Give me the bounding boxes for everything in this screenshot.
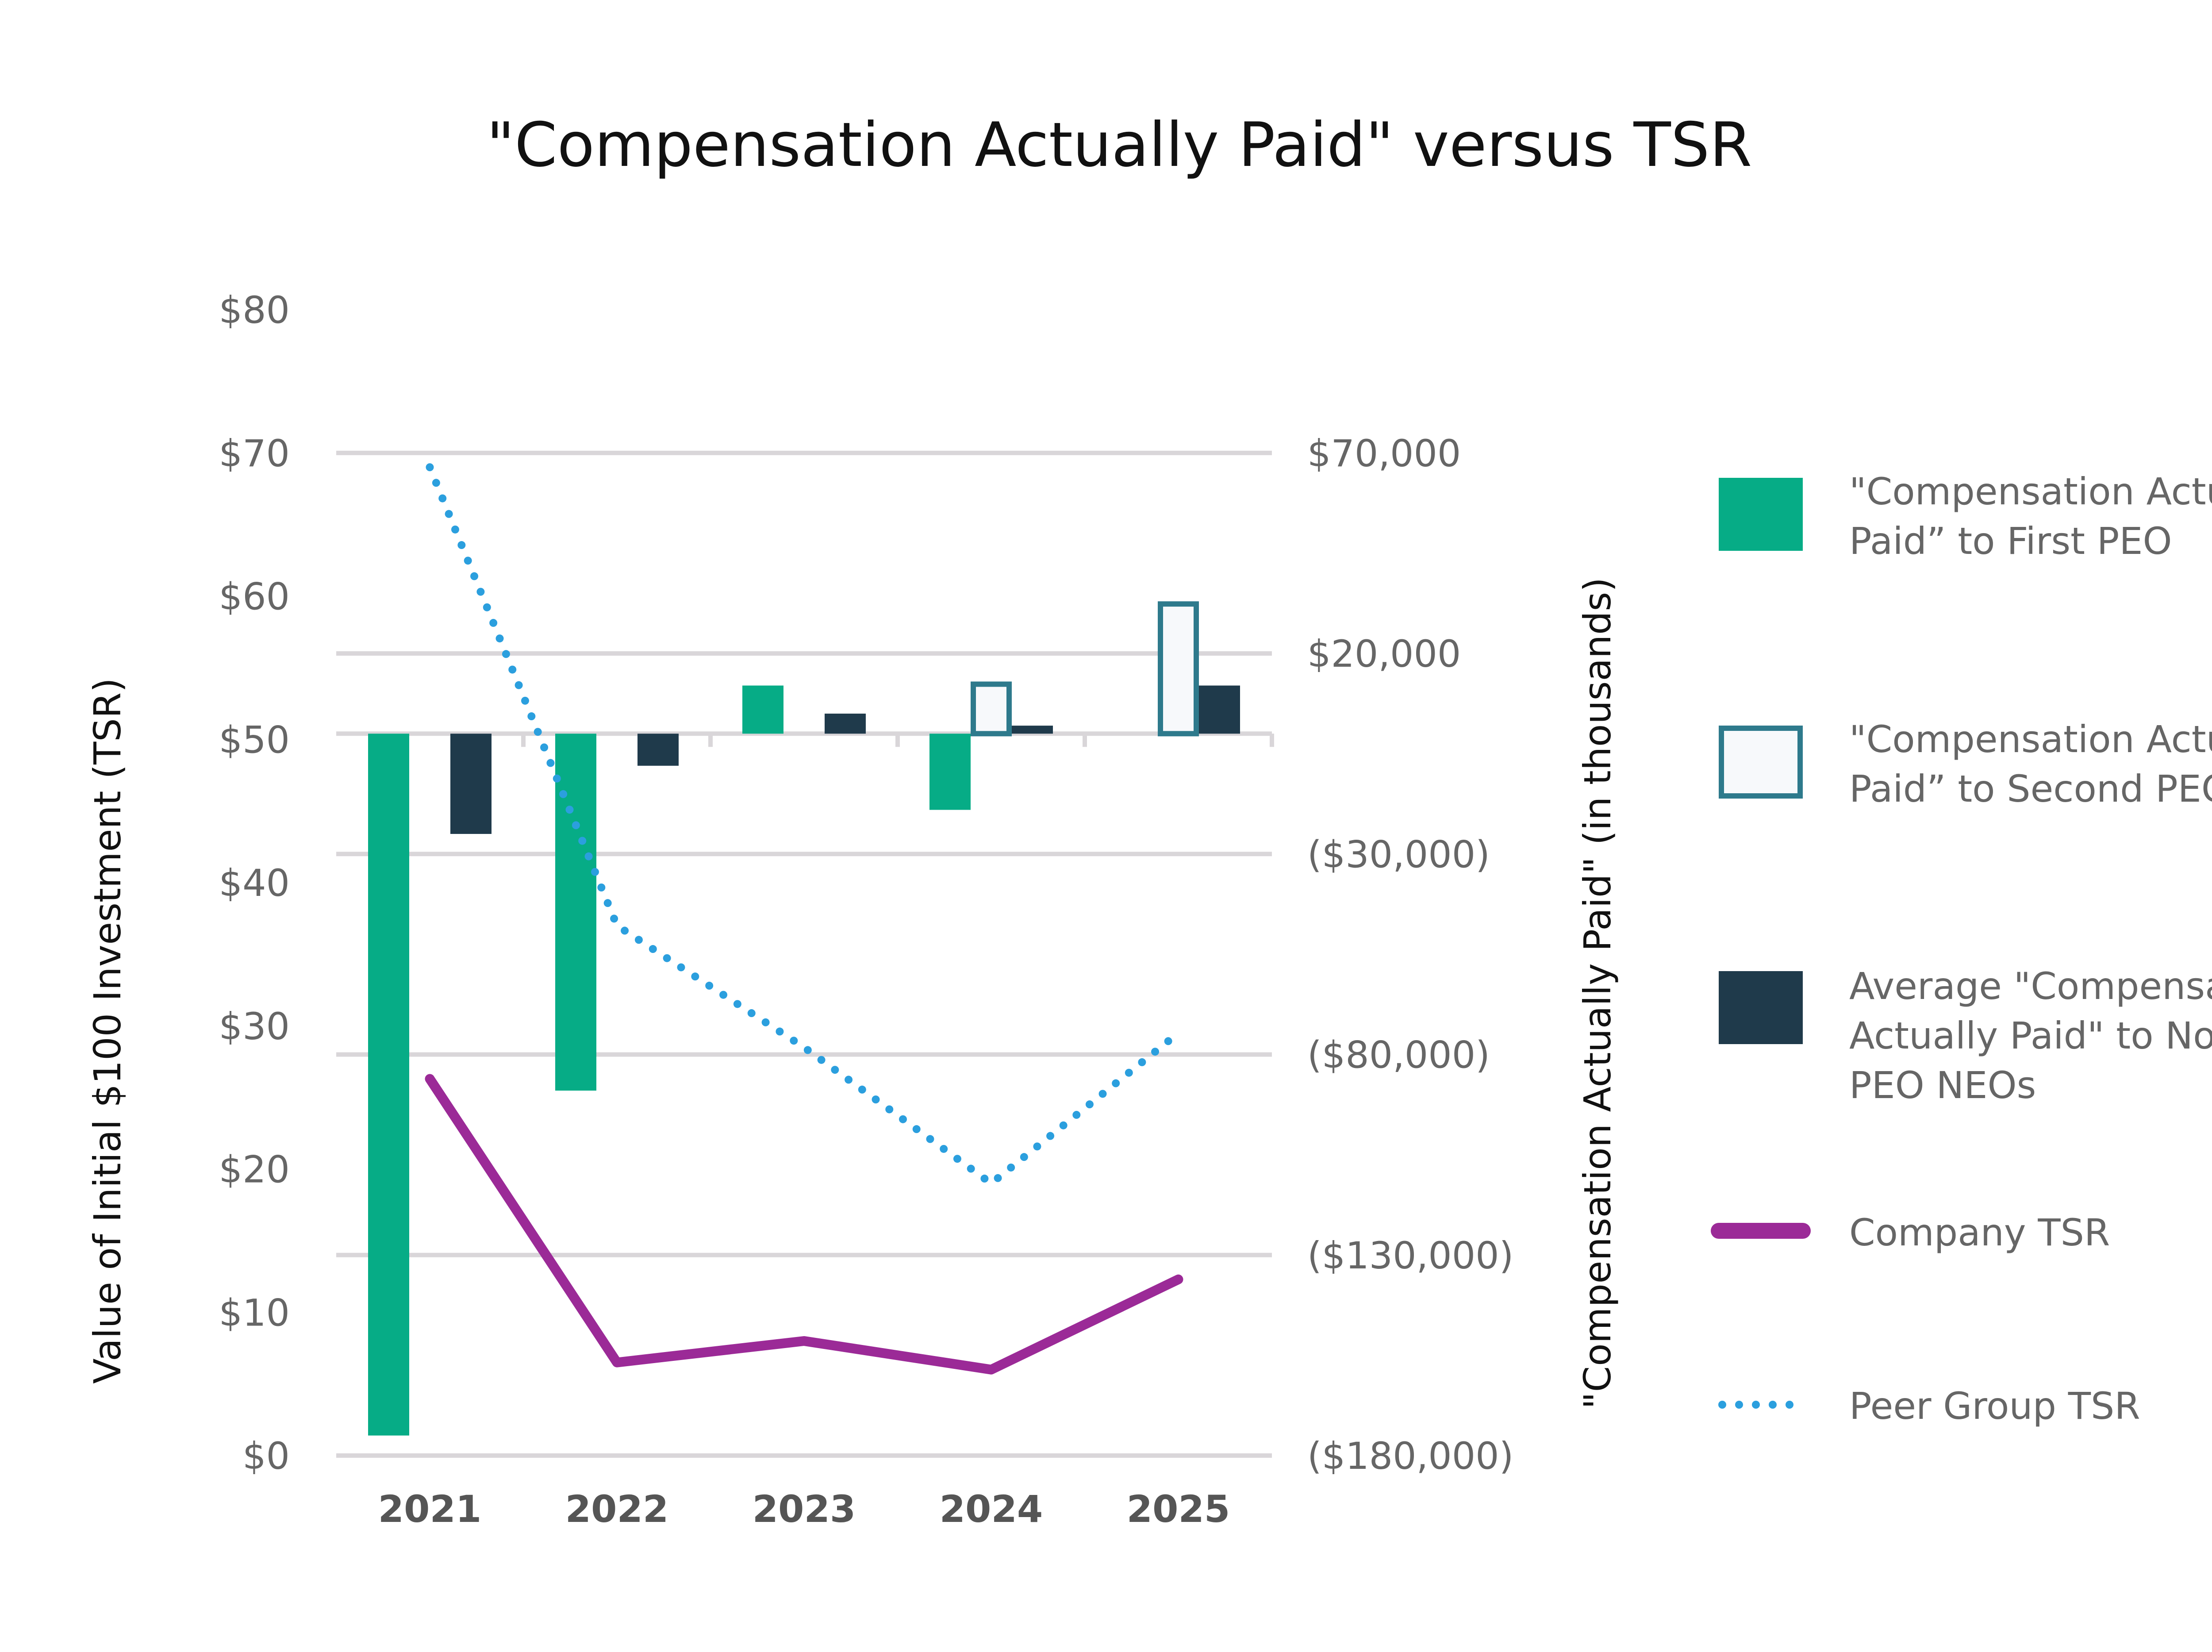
bar-non-peo-neo-2022 [637,734,679,766]
bar-first-peo-2021 [368,734,409,1436]
bar-second-peo-2024 [971,681,1012,737]
legend-label-company-tsr: Company TSR [1849,1211,2110,1254]
peer-group-tsr-point-2024 [991,1183,992,1184]
x-tick-label: 2024 [940,1487,1043,1531]
legend-label-first-peo: Paid” to First PEO [1849,519,2172,563]
bar-first-peo-2023 [742,685,783,734]
x-tick-label: 2022 [565,1487,669,1531]
company-tsr-line [425,1074,1183,1375]
bar-non-peo-neo-2021 [450,734,492,834]
x-tick-label: 2021 [378,1487,482,1531]
left-tick-label: $50 [219,718,290,761]
x-tick-label: 2023 [753,1487,856,1531]
left-tick-label: $30 [219,1005,290,1048]
right-axis-label: "Compensation Actually Paid" (in thousan… [1576,577,1619,1409]
bar-first-peo-2024 [929,734,971,810]
left-tick-label: $80 [219,288,290,332]
chart-title: "Compensation Actually Paid" versus TSR [487,109,1752,181]
bar-non-peo-neo-2024 [1012,726,1053,734]
x-axis-ticks: 2021 2022 2023 2024 2025 [378,1487,1230,1531]
bar-non-peo-neo-2023 [825,713,866,734]
legend-label-second-peo: "Compensation Actually [1849,718,2212,761]
left-tick-label: $10 [219,1291,290,1334]
left-tick-label: $40 [219,861,290,905]
x-tick-label: 2025 [1127,1487,1230,1531]
right-axis-ticks: $70,000 $20,000 ($30,000) ($80,000) ($130,00… [1307,432,1513,1478]
left-tick-label: $20 [219,1148,290,1191]
right-tick-label: ($180,000) [1307,1434,1513,1478]
right-tick-label: ($130,000) [1307,1234,1513,1277]
gridlines [336,450,1274,1458]
peer-group-tsr-point-2022 [617,925,618,926]
left-tick-label: $60 [219,575,290,619]
peer-group-tsr-line [426,463,1183,1187]
legend-swatch-second-peo [1719,726,1803,799]
bar-first-peo-2022 [555,734,596,1091]
legend-label-second-peo: Paid” to Second PEO [1849,767,2212,811]
lines [425,463,1183,1375]
left-tick-label: $0 [242,1434,290,1478]
legend-label-first-peo: "Compensation Actually [1849,470,2212,513]
right-tick-label: ($80,000) [1307,1033,1490,1077]
legend-label-non-peo-neos: PEO NEOs [1849,1064,2036,1107]
bar-non-peo-neo-2025 [1199,685,1240,734]
bars [368,601,1240,1436]
legend-label-non-peo-neos: Average "Compensation [1849,964,2212,1008]
bar-second-peo-2025 [1158,601,1199,737]
legend-swatch-non-peo-neos [1719,971,1803,1044]
left-axis-label: Value of Initial $100 Investment (TSR) [86,678,129,1384]
legend: "Compensation Actually Paid” to First PEO… [1711,470,2212,1428]
left-axis-ticks: $80 $70 $60 $50 $40 $30 $20 $10 $0 [219,288,290,1478]
legend-label-peer-group-tsr: Peer Group TSR [1849,1384,2140,1428]
right-tick-label: ($30,000) [1307,833,1490,876]
peer-group-tsr-point-2023 [804,1047,805,1048]
right-tick-label: $20,000 [1307,632,1461,676]
legend-swatch-first-peo [1719,478,1803,551]
right-tick-label: $70,000 [1307,432,1461,475]
left-tick-label: $70 [219,432,290,475]
legend-label-non-peo-neos: Actually Paid" to Non– [1849,1014,2212,1057]
